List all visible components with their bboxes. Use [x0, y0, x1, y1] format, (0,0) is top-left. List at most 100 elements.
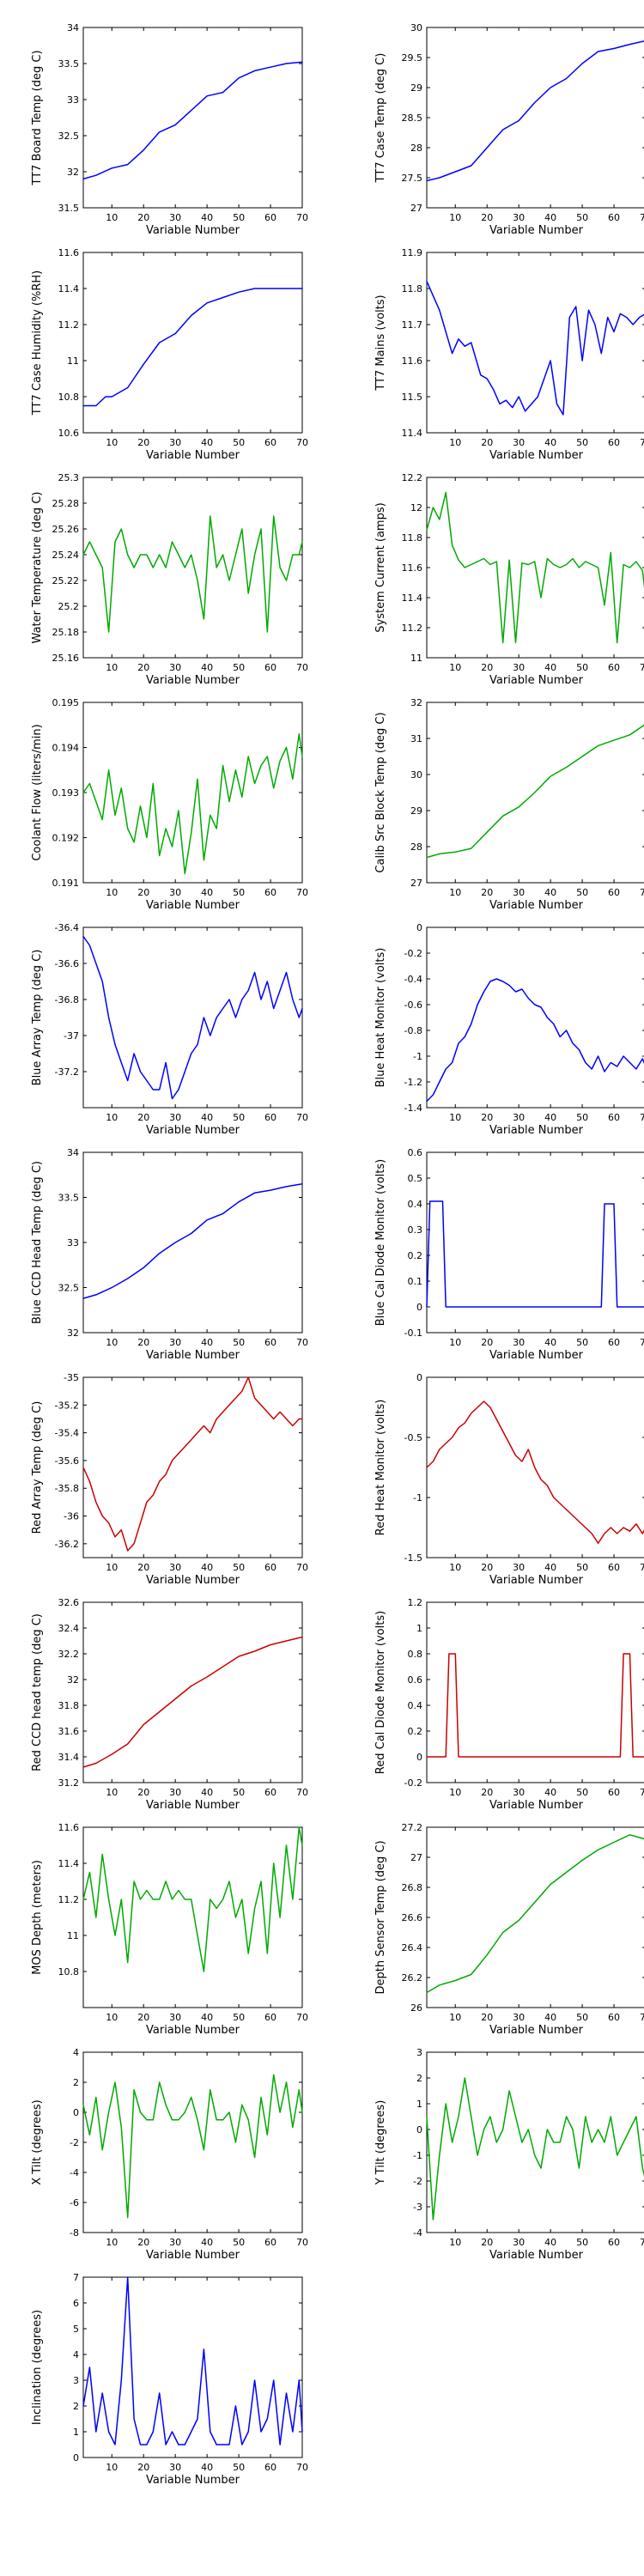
x-tick-label: 50: [576, 662, 588, 673]
y-tick-label: 0: [73, 2107, 79, 2118]
plot-area: [426, 2051, 644, 2233]
y-tick-label: 31.8: [58, 1700, 80, 1711]
y-tick-label: 34: [67, 22, 79, 33]
y-tick-label: -0.1: [404, 1327, 422, 1339]
x-tick-label: 60: [264, 2462, 276, 2473]
chart-panel: 10 20 30 40 50 60 70 27 28 29 30 31 32 Variable Numbe…: [374, 697, 644, 912]
y-tick-label: 11.4: [402, 592, 423, 604]
y-axis-label: Red Array Temp (deg C): [31, 1401, 44, 1534]
x-tick-label: 10: [106, 662, 118, 673]
y-tick-label: 4: [73, 2349, 79, 2360]
y-tick-label: -0.4: [404, 974, 422, 985]
y-tick-label: 34: [67, 1147, 79, 1158]
x-tick-label: 50: [576, 1562, 588, 1573]
x-tick-label: 20: [137, 1337, 149, 1348]
x-tick-label: 70: [640, 212, 644, 223]
y-axis-label: Coolant Flow (liters/min): [31, 724, 44, 860]
series-line: [82, 733, 303, 875]
plot-area: [82, 1601, 303, 1783]
x-tick-label: 30: [169, 662, 181, 673]
y-tick-label: -4: [70, 2167, 79, 2178]
y-tick-label: 0.4: [408, 1700, 423, 1711]
x-tick-label: 30: [169, 2012, 181, 2023]
y-axis-label: Red CCD head temp (deg C): [31, 1613, 44, 1771]
x-tick-label: 50: [233, 887, 245, 898]
y-tick-label: 0.2: [408, 1726, 423, 1737]
y-axis-label: Blue Array Temp (deg C): [31, 950, 44, 1086]
chart-panel: 10 20 30 40 50 60 70 0 1 2 3 4 5 6 7 Variable Number Inc…: [31, 2272, 308, 2487]
y-tick-label: 11.8: [402, 283, 423, 295]
y-tick-label: 11.2: [58, 1894, 80, 1905]
y-tick-label: -35: [64, 1372, 79, 1383]
x-axis-label: Variable Number: [489, 899, 584, 912]
x-tick-label: 70: [640, 437, 644, 448]
x-tick-label: 10: [449, 662, 461, 673]
y-axis-label: System Current (amps): [374, 502, 387, 632]
x-tick-label: 10: [106, 437, 118, 448]
x-tick-label: 70: [296, 1337, 308, 1348]
chart-panel: 10 20 30 40 50 60 70 -1.5 -1 -0.5 0 Variable Number…: [374, 1372, 644, 1587]
series-line: [82, 935, 303, 1100]
x-tick-label: 70: [296, 2012, 308, 2023]
chart-panel: 10 20 30 40 50 60 70 31.2 31.4 31.6 31.8 32 32.2 32.4…: [31, 1597, 308, 1812]
y-tick-label: 25.3: [58, 472, 80, 483]
x-tick-label: 50: [233, 437, 245, 448]
y-tick-label: 32.5: [58, 131, 80, 142]
plot-area: [426, 27, 644, 209]
x-axis-label: Variable Number: [489, 674, 584, 687]
y-tick-label: -36.2: [55, 1539, 79, 1550]
x-tick-label: 40: [201, 2012, 213, 2023]
x-tick-label: 10: [106, 1562, 118, 1573]
x-tick-label: 20: [481, 1562, 493, 1573]
y-tick-label: 32.5: [58, 1283, 80, 1294]
y-tick-label: 0.1: [408, 1276, 423, 1287]
x-tick-label: 60: [264, 2237, 276, 2248]
series-line: [426, 491, 644, 644]
x-tick-label: 20: [481, 437, 493, 448]
y-tick-label: 25.24: [52, 550, 80, 561]
y-tick-label: 0: [416, 2124, 422, 2136]
y-axis-label: Red Cal Diode Monitor (volts): [374, 1611, 387, 1774]
x-tick-label: 70: [640, 1787, 644, 1798]
x-tick-label: 50: [233, 1112, 245, 1123]
x-tick-label: 40: [544, 2012, 556, 2023]
y-tick-label: 31: [410, 733, 422, 744]
x-tick-label: 50: [576, 212, 588, 223]
x-tick-label: 70: [296, 662, 308, 673]
chart-panel: 10 20 30 40 50 60 70 10.8 11 11.2 11.4 11.6 Variable…: [31, 1822, 308, 2037]
y-tick-label: 27.2: [402, 1822, 423, 1833]
x-axis-label: Variable Number: [146, 1799, 240, 1812]
x-tick-label: 60: [608, 1787, 620, 1798]
x-tick-label: 30: [169, 1112, 181, 1123]
series-line: [426, 1834, 644, 1994]
series-line: [426, 1400, 644, 1544]
y-axis-label: TT7 Case Humidity (%RH): [31, 270, 44, 416]
y-tick-label: -0.5: [404, 1432, 422, 1443]
y-tick-label: 25.2: [58, 601, 80, 612]
x-tick-label: 10: [106, 1112, 118, 1123]
x-tick-label: 40: [201, 1112, 213, 1123]
x-tick-label: 40: [544, 1112, 556, 1123]
series-line: [82, 1636, 303, 1768]
y-tick-label: 11.2: [58, 319, 80, 331]
y-tick-label: -2: [70, 2137, 79, 2148]
x-axis-label: Variable Number: [489, 449, 584, 462]
y-tick-label: 0.194: [52, 743, 80, 754]
y-tick-label: 27: [410, 203, 422, 214]
chart-panel: 10 20 30 40 50 60 70 0.191 0.192 0.193 0.194 0.195 V…: [31, 697, 308, 912]
x-tick-label: 70: [640, 2237, 644, 2248]
series-line: [82, 1183, 303, 1299]
y-tick-label: 1: [416, 2099, 422, 2110]
x-tick-label: 60: [264, 662, 276, 673]
x-tick-label: 60: [608, 887, 620, 898]
y-tick-label: 11.4: [58, 1858, 80, 1869]
y-tick-label: 1.2: [408, 1597, 423, 1608]
y-tick-label: 32: [67, 167, 79, 178]
y-tick-label: -1: [413, 1492, 422, 1504]
x-tick-label: 10: [106, 2012, 118, 2023]
chart-panel: 10 20 30 40 50 60 70 -0.1 0 0.1 0.2 0.3 0.4 0.5 0.6 Var…: [374, 1147, 644, 1362]
x-tick-label: 70: [640, 1112, 644, 1123]
y-tick-label: 26.6: [402, 1912, 423, 1923]
x-tick-label: 30: [169, 2462, 181, 2473]
